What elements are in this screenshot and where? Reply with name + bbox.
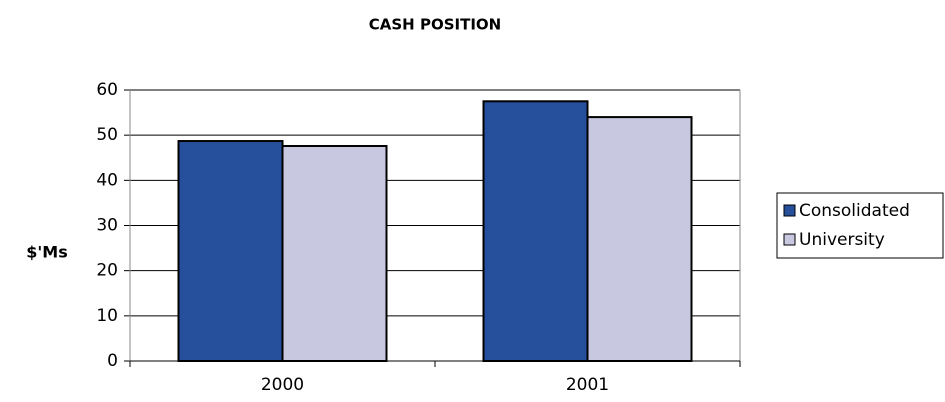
legend-swatch [783, 233, 796, 246]
y-tick-label: 40 [96, 170, 118, 190]
y-tick-label: 0 [107, 351, 118, 371]
y-tick-label: 10 [96, 306, 118, 326]
legend-swatch [783, 204, 796, 217]
legend-label: University [799, 230, 885, 250]
y-tick-label: 50 [96, 125, 118, 145]
legend-label: Consolidated [799, 201, 910, 221]
chart-title: CASH POSITION [369, 16, 501, 34]
y-tick-label: 20 [96, 261, 118, 281]
bar [177, 140, 284, 362]
y-tick-label: 60 [96, 80, 118, 100]
x-tick-label: 2001 [566, 375, 609, 395]
x-tick-label: 2000 [261, 375, 304, 395]
legend-box [776, 192, 944, 259]
y-tick-label: 30 [96, 216, 118, 236]
y-axis-label: $'Ms [26, 243, 67, 262]
bar [281, 145, 388, 362]
bar [586, 116, 693, 362]
bar [482, 100, 589, 363]
